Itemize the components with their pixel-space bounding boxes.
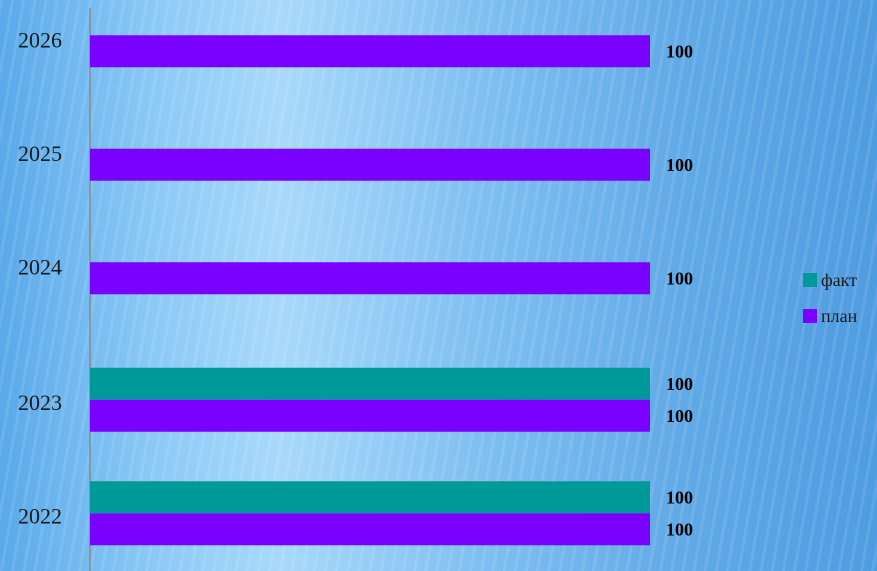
data-label-план-2023: 100: [666, 406, 693, 426]
data-label-факт-2023: 100: [666, 374, 693, 394]
data-label-план-2022: 100: [666, 519, 693, 539]
legend-item-факт: факт: [803, 262, 857, 298]
bar-план-2025: [90, 148, 650, 181]
data-label-факт-2022: 100: [666, 487, 693, 507]
legend-label-факт: факт: [821, 269, 858, 290]
legend-swatch-факт: [803, 273, 817, 287]
bars-layer: [90, 35, 650, 546]
bar-факт-2023: [90, 367, 650, 400]
legend: факт план: [803, 262, 857, 334]
data-label-план-2025: 100: [666, 155, 693, 175]
bar-план-2024: [90, 262, 650, 295]
data-label-план-2024: 100: [666, 268, 693, 288]
legend-item-план: план: [803, 298, 857, 334]
category-tick-label-2026: 2026: [18, 27, 62, 52]
category-tick-label-2024: 2024: [18, 254, 62, 279]
legend-swatch-план: [803, 309, 817, 323]
category-tick-label-2022: 2022: [18, 503, 62, 528]
bar-план-2022: [90, 513, 650, 546]
bar-план-2026: [90, 35, 650, 68]
bar-план-2023: [90, 399, 650, 432]
category-tick-label-2025: 2025: [18, 141, 62, 166]
bar-факт-2022: [90, 481, 650, 514]
category-tick-label-2023: 2023: [18, 390, 62, 415]
labels-layer: 2022 100 100 2023 100 100 2024 100 2025 100 2026 10…: [18, 27, 693, 539]
legend-label-план: план: [821, 305, 858, 326]
data-label-план-2026: 100: [666, 41, 693, 61]
